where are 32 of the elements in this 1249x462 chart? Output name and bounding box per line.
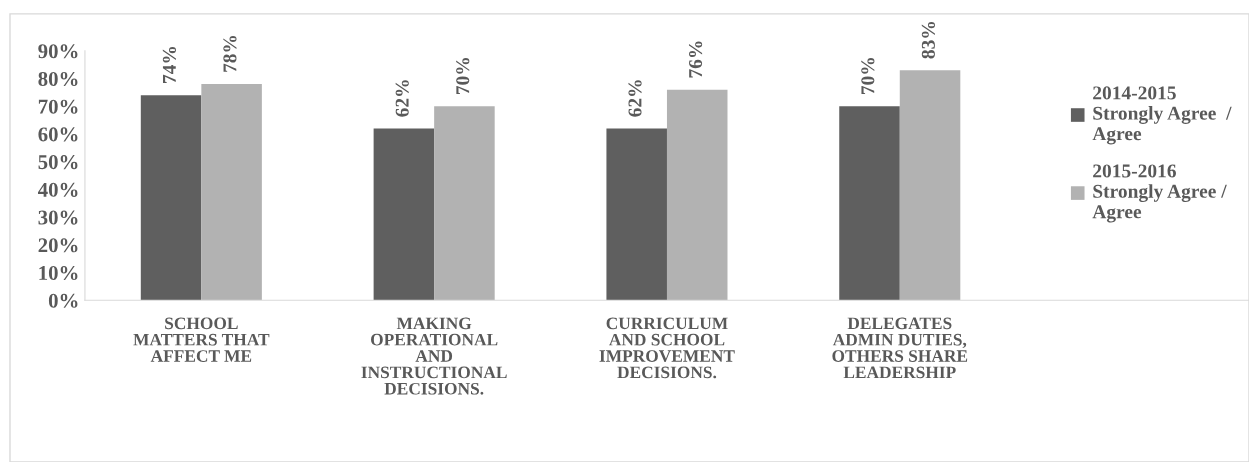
y-tick-label: 0% [48,293,78,308]
y-tick-label: 50% [38,155,78,170]
data-label: 70% [861,58,875,95]
x-tick-label: SCHOOL MATTERS THAT AFFECT ME [133,317,270,362]
y-tick-label: 20% [38,238,78,253]
data-label: 76% [688,41,703,78]
legend-label: 2014-2015 Strongly Agree / Agree [1092,86,1232,145]
bar [140,95,202,301]
bar [201,84,262,301]
y-tick-label: 60% [38,127,78,142]
bar [839,106,900,301]
y-tick-label: 40% [38,182,78,197]
y-tick-label: 30% [38,210,78,225]
bar [373,128,435,301]
x-tick-label: MAKING OPERATIONAL AND INSTRUCTIONAL DECISIONS. [361,317,507,395]
y-tick-label: 10% [39,265,78,281]
bar [666,89,728,301]
data-label: 62% [395,80,409,117]
data-label: 70% [456,58,470,95]
bar [899,70,961,301]
data-label: 83% [921,22,935,59]
bar [434,106,495,301]
x-tick-label: CURRICULUM AND SCHOOL IMPROVEMENT DECISIONS. [599,317,735,379]
y-tick-label: 80% [38,71,78,87]
data-label: 74% [162,46,176,83]
data-label: 78% [223,35,237,72]
legend-label: 2015-2016 Strongly Agree / Agree [1092,164,1227,223]
x-tick-label: DELEGATES ADMIN DUTIES, OTHERS SHARE LEADERSHIP [832,317,968,379]
data-label: 62% [628,80,642,117]
bar [606,128,667,301]
y-tick-label: 70% [38,99,78,114]
y-tick-label: 90% [38,44,78,59]
